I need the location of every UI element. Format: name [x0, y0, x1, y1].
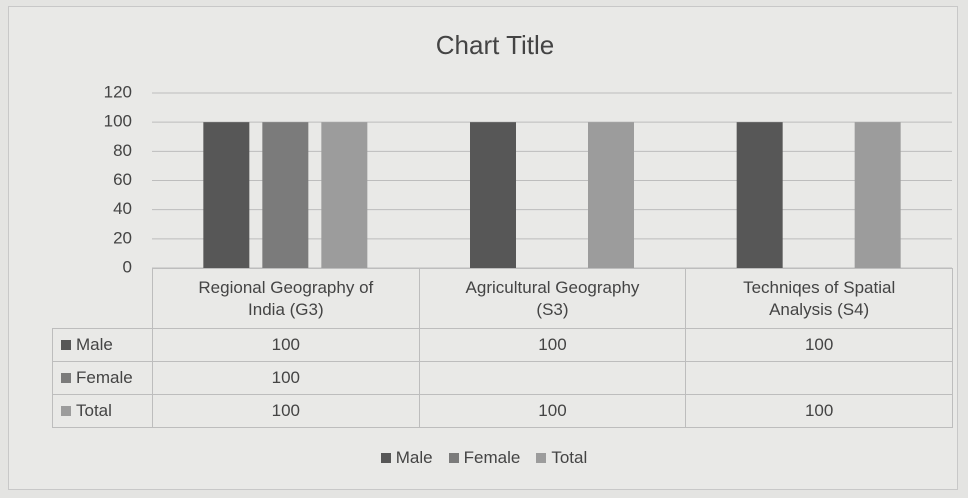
legend: Male Female Total [0, 448, 968, 468]
category-label: Regional Geography of India (G3) [152, 268, 420, 329]
value-cell: 100 [685, 394, 953, 428]
table-header-row: Regional Geography of India (G3) Agricult… [52, 268, 953, 329]
table-row: Female 100 [52, 361, 953, 395]
y-tick-label: 0 [123, 257, 132, 276]
bar [470, 122, 516, 269]
legend-label: Male [395, 448, 433, 467]
legend-label: Female [463, 448, 521, 467]
value-cell: 100 [152, 328, 420, 362]
legend-swatch [448, 453, 459, 463]
bar [203, 122, 250, 269]
row-header: Total [52, 394, 153, 428]
value-cell: 100 [152, 394, 420, 428]
legend-swatch [61, 406, 71, 416]
value-cell: 100 [418, 394, 687, 428]
y-tick-label: 100 [104, 112, 132, 131]
legend-swatch [61, 340, 71, 350]
legend-swatch [536, 453, 547, 463]
data-table: Regional Geography of India (G3) Agricult… [52, 268, 953, 428]
bar [588, 122, 634, 269]
row-header: Female [52, 361, 153, 395]
table-row: Male 100 100 100 [52, 328, 953, 362]
legend-item: Total [536, 448, 587, 468]
legend-item: Male [380, 448, 433, 468]
bar [736, 122, 783, 269]
y-tick-label: 20 [113, 228, 132, 247]
bar [321, 122, 368, 269]
series-name: Total [76, 401, 112, 420]
category-label: Techniqes of Spatial Analysis (S4) [685, 268, 953, 329]
y-tick-label: 40 [113, 199, 132, 218]
y-tick-label: 60 [113, 170, 132, 189]
y-tick-label: 80 [113, 141, 132, 160]
series-name: Female [76, 368, 133, 387]
y-tick-label: 120 [104, 82, 132, 101]
value-cell [685, 361, 953, 395]
row-header: Male [52, 328, 153, 362]
corner-cell [52, 268, 153, 329]
legend-swatch [61, 373, 71, 383]
value-cell [418, 361, 687, 395]
bar [854, 122, 901, 269]
legend-item: Female [448, 448, 521, 468]
chart-title: Chart Title [436, 30, 555, 60]
table-row: Total 100 100 100 [52, 394, 953, 428]
legend-swatch [380, 453, 391, 463]
series-name: Male [76, 335, 113, 354]
legend-label: Total [551, 448, 588, 467]
bar [262, 122, 309, 269]
value-cell: 100 [685, 328, 953, 362]
value-cell: 100 [418, 328, 687, 362]
value-cell: 100 [152, 361, 420, 395]
category-label: Agricultural Geography (S3) [418, 268, 687, 329]
